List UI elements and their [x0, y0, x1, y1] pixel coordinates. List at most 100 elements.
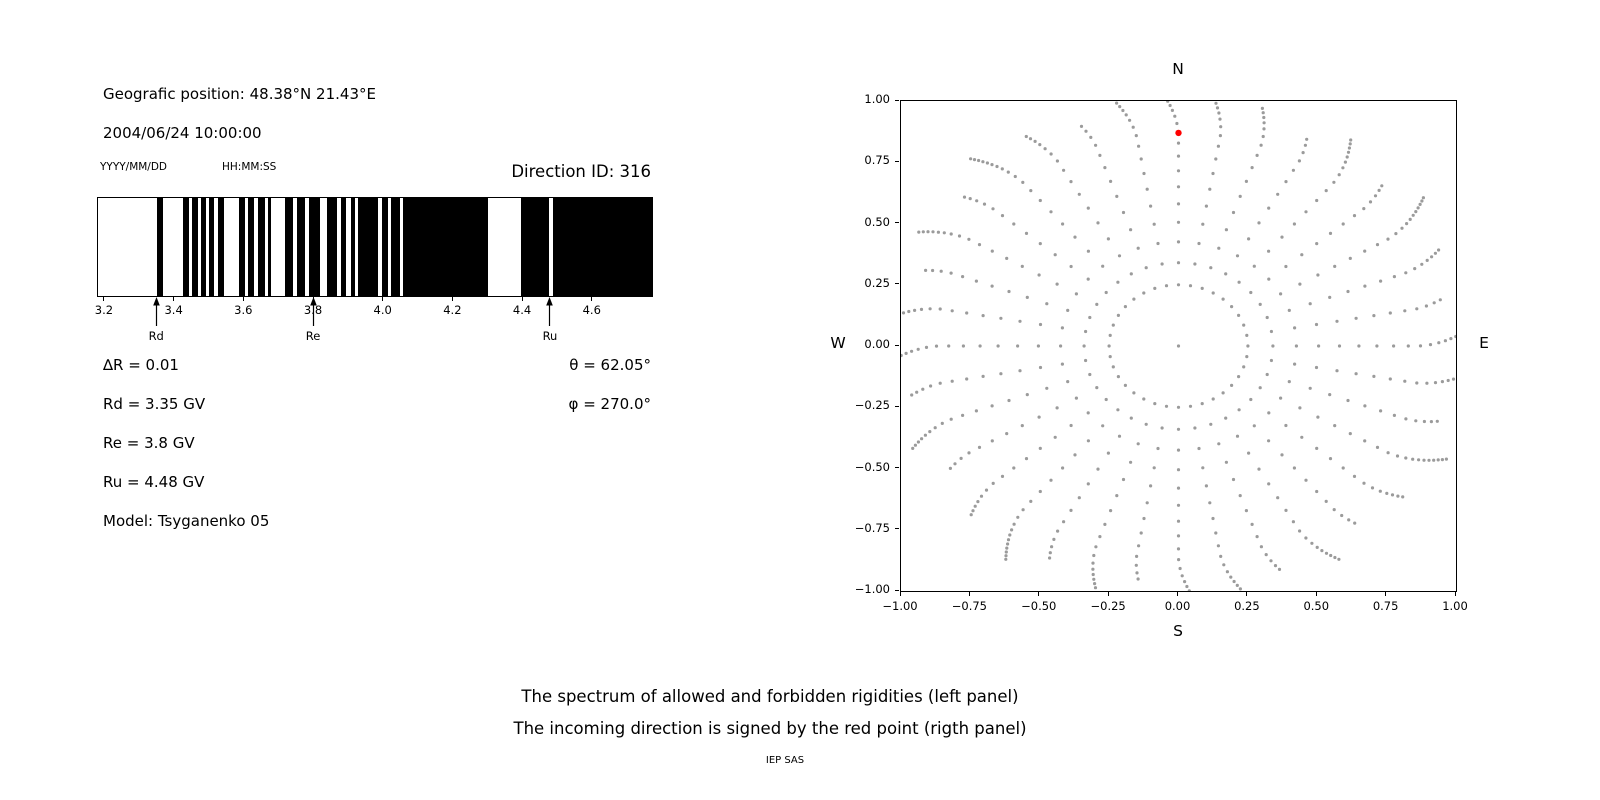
direction-dot: [1284, 423, 1288, 428]
direction-dot: [1106, 237, 1110, 241]
direction-dot: [1021, 180, 1025, 184]
direction-dot: [1363, 404, 1367, 408]
direction-dot: [1214, 531, 1218, 535]
direction-dot: [1201, 222, 1205, 226]
direction-dot: [1108, 355, 1112, 359]
direction-dot: [1077, 192, 1081, 196]
direction-dot: [1238, 587, 1242, 591]
direction-dot: [1257, 467, 1261, 471]
direction-dot: [1440, 458, 1444, 462]
direction-dot: [1425, 381, 1429, 385]
direction-dot: [1104, 290, 1108, 295]
direction-dot: [977, 158, 981, 163]
direction-dot: [1177, 558, 1181, 562]
direction-dot: [1164, 404, 1169, 408]
direction-dot: [1059, 344, 1063, 348]
direction-dot: [1006, 538, 1011, 542]
theta-value: θ = 62.05°: [569, 356, 651, 374]
direction-dot: [1255, 535, 1259, 539]
direction-dot: [1185, 584, 1189, 589]
direction-dot: [962, 195, 967, 199]
direction-dot: [1211, 397, 1215, 401]
direction-dot: [1346, 150, 1351, 154]
direction-dot: [1347, 518, 1351, 522]
direction-dot: [965, 311, 969, 315]
direction-dot: [1432, 458, 1436, 462]
direction-dot: [1363, 284, 1367, 288]
direction-dot: [1211, 516, 1215, 521]
direction-dot: [1421, 196, 1425, 200]
direction-dot: [1373, 194, 1378, 198]
direction-dot: [1280, 235, 1284, 239]
direction-dot: [923, 433, 927, 437]
direction-dot: [1197, 446, 1201, 451]
direction-dot: [1116, 408, 1120, 412]
y-tick-label: 0.75: [864, 153, 890, 168]
direction-dot: [940, 421, 944, 425]
direction-dot: [1343, 160, 1347, 164]
direction-dot: [1414, 419, 1418, 423]
direction-dot: [1221, 391, 1225, 395]
direction-dot: [1029, 499, 1033, 503]
x-tick-mark: [968, 592, 970, 596]
direction-dot: [1292, 466, 1296, 470]
compass-south-label: S: [1173, 622, 1183, 640]
direction-dot: [942, 231, 946, 235]
direction-dot: [1152, 466, 1156, 470]
direction-dot: [1333, 555, 1337, 560]
direction-dot: [1264, 553, 1268, 557]
direction-dot: [950, 379, 954, 383]
direction-dot: [1396, 494, 1400, 498]
direction-dot: [971, 509, 975, 513]
direction-dot: [1362, 481, 1366, 485]
x-tick-mark: [173, 297, 175, 301]
direction-dot: [1262, 115, 1266, 120]
direction-dot: [1411, 457, 1415, 461]
direction-dot: [1176, 427, 1181, 431]
x-tick-label: −0.75: [951, 599, 987, 613]
direction-dot: [1300, 253, 1304, 257]
direction-dot: [1379, 279, 1383, 283]
direction-dot: [1415, 381, 1419, 385]
direction-scatter-svg: [901, 101, 1456, 591]
direction-dot: [1259, 143, 1263, 147]
direction-dot: [967, 451, 971, 455]
direction-dot: [1415, 307, 1419, 311]
direction-dot: [1069, 423, 1073, 428]
direction-dot: [1414, 210, 1418, 214]
direction-dot: [1386, 237, 1390, 241]
direction-dot: [1246, 344, 1250, 348]
direction-dot: [1446, 378, 1450, 383]
direction-dot: [1335, 369, 1339, 373]
direction-dot: [1038, 446, 1042, 450]
direction-dot: [1142, 291, 1146, 295]
direction-dot: [1224, 416, 1228, 420]
x-tick-mark: [1315, 592, 1317, 596]
direction-dot: [1093, 582, 1097, 586]
direction-dot: [1088, 372, 1092, 377]
direction-dot: [1363, 439, 1367, 443]
geographic-position: Geografic position: 48.38°N 21.43°E: [103, 85, 376, 103]
direction-dot: [1427, 458, 1431, 462]
direction-dot: [1377, 188, 1381, 192]
direction-dot: [1115, 194, 1119, 198]
direction-dot: [961, 275, 965, 279]
direction-dot: [1005, 432, 1009, 436]
spectrum-band: [257, 198, 266, 296]
direction-dot: [1176, 405, 1181, 409]
direction-dot: [913, 443, 917, 447]
direction-dot: [1004, 557, 1008, 561]
direction-dot: [1231, 210, 1236, 215]
direction-dot: [1291, 520, 1295, 524]
direction-dot: [1096, 221, 1100, 225]
direction-dot: [1134, 134, 1138, 138]
direction-dot: [999, 316, 1003, 320]
direction-dot: [1304, 210, 1308, 214]
direction-dot: [1038, 198, 1042, 203]
direction-dot: [1245, 355, 1249, 359]
direction-dot: [1049, 152, 1053, 156]
direction-dot: [1000, 214, 1005, 218]
direction-dot: [911, 446, 915, 450]
direction-dot: [961, 413, 965, 417]
direction-dot: [1176, 169, 1181, 173]
